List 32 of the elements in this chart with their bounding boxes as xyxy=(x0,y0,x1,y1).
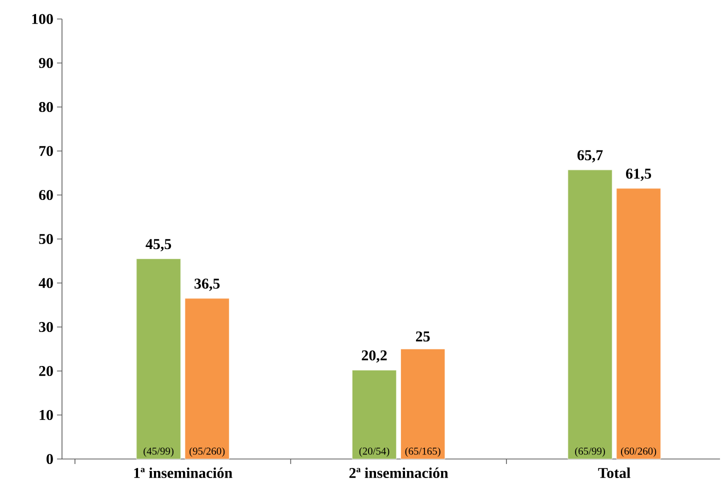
annotation: (20/54) xyxy=(359,447,390,457)
y-tick-label: 90 xyxy=(38,58,53,68)
data-label: 61,5 xyxy=(626,168,652,181)
y-tick-label: 10 xyxy=(40,410,53,420)
y-tick-label: 60 xyxy=(39,190,53,200)
y-tick-label: 0 xyxy=(46,454,53,464)
bar xyxy=(400,348,446,460)
data-label: 45,5 xyxy=(146,239,172,252)
annotation: (65/165) xyxy=(405,447,440,457)
y-tick-label: 40 xyxy=(38,278,53,288)
bar xyxy=(568,170,612,460)
data-label: 25 xyxy=(416,331,430,342)
x-tick-label: 2ª inseminación xyxy=(349,468,448,478)
data-label: 36,5 xyxy=(194,278,220,291)
y-tick-label: 20 xyxy=(39,366,53,376)
x-tick-label: 1ª inseminación xyxy=(134,468,232,478)
bar xyxy=(352,370,397,460)
x-tick-label: Total xyxy=(598,468,630,478)
y-tick-label: 30 xyxy=(39,322,53,332)
annotation: (65/99) xyxy=(575,447,605,457)
y-tick-label: 80 xyxy=(39,102,53,112)
bar xyxy=(616,188,661,460)
annotation: (95/260) xyxy=(190,447,225,457)
annotation: (60/260) xyxy=(621,447,656,457)
annotation: (45/99) xyxy=(144,447,174,457)
bar xyxy=(136,258,181,460)
data-label: 65,7 xyxy=(577,150,603,162)
y-tick-label: 50 xyxy=(39,234,53,244)
data-label: 20,2 xyxy=(362,350,387,363)
bar xyxy=(184,298,230,460)
y-tick-label: 70 xyxy=(39,146,53,156)
y-tick-label: 100 xyxy=(32,14,53,24)
